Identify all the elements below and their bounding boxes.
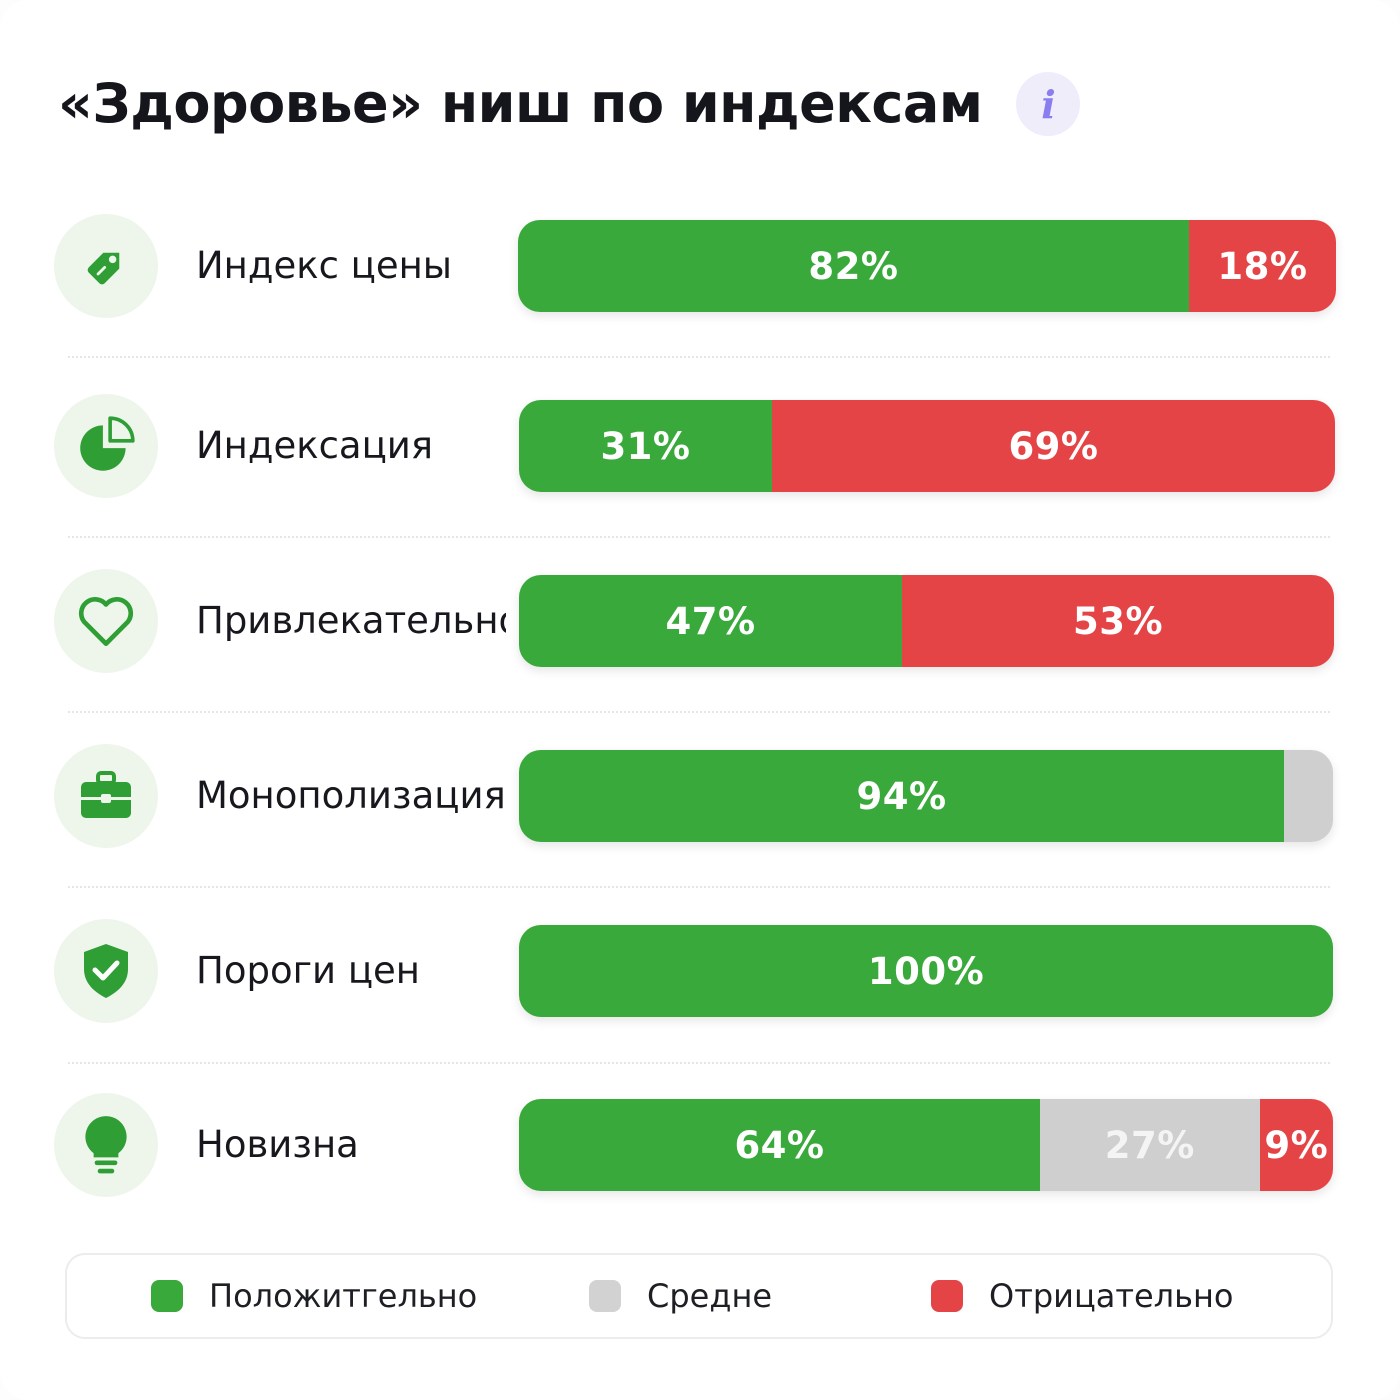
stacked-bar: 47% 53% bbox=[519, 575, 1334, 667]
index-label: Монополизация bbox=[196, 774, 506, 817]
index-row: Индекс цены 82% 18% bbox=[0, 214, 1400, 318]
price-tag-icon bbox=[54, 214, 158, 318]
index-row: Привлекательно... 47%53% bbox=[0, 569, 1400, 673]
index-label: Индекс цены bbox=[196, 244, 453, 287]
row-divider bbox=[68, 886, 1330, 888]
legend-label-negative: Отрицательно bbox=[989, 1277, 1234, 1315]
index-row: Индексация 31% 69% bbox=[0, 394, 1400, 498]
bar-segment-positive: 47% bbox=[519, 575, 903, 667]
bar-segment-negative: 18% bbox=[1188, 220, 1336, 312]
lightbulb-icon bbox=[54, 1093, 158, 1197]
bar-segment-positive: 100% bbox=[519, 925, 1333, 1017]
bar-segment-neutral bbox=[1284, 750, 1333, 842]
legend-label-positive: Положитгельно bbox=[209, 1277, 478, 1315]
page-title: «Здоровье» ниш по индексам bbox=[58, 72, 983, 135]
header: «Здоровье» ниш по индексам i bbox=[58, 66, 1081, 142]
legend-item-negative: Отрицательно bbox=[931, 1255, 1233, 1337]
bar-segment-positive: 82% bbox=[518, 220, 1189, 312]
info-icon[interactable]: i bbox=[1016, 72, 1081, 136]
bar-segment-negative: 53% bbox=[902, 575, 1334, 667]
legend: Положитгельно Средне Отрицательно bbox=[65, 1253, 1333, 1339]
bar-segment-positive: 94% bbox=[519, 750, 1285, 842]
row-divider bbox=[68, 711, 1330, 713]
legend-swatch-neutral bbox=[589, 1280, 621, 1312]
row-divider bbox=[68, 536, 1330, 538]
stacked-bar: 31% 69% bbox=[519, 400, 1335, 492]
bar-segment-neutral: 27% bbox=[1039, 1099, 1260, 1191]
stacked-bar: 82% 18% bbox=[518, 220, 1336, 312]
heart-icon bbox=[54, 569, 158, 673]
index-row: Монополизация 94% bbox=[0, 744, 1400, 848]
pie-chart-icon bbox=[54, 394, 158, 498]
index-label: Индексация bbox=[196, 424, 434, 467]
legend-item-neutral: Средне bbox=[589, 1255, 772, 1337]
bar-segment-negative: 69% bbox=[771, 400, 1335, 492]
index-row: Пороги цен 100% bbox=[0, 919, 1400, 1023]
legend-item-positive: Положитгельно bbox=[151, 1255, 477, 1337]
bar-segment-positive: 64% bbox=[519, 1099, 1040, 1191]
index-label: Пороги цен bbox=[196, 949, 420, 992]
index-label: Привлекательно... bbox=[196, 599, 506, 642]
shield-check-icon bbox=[54, 919, 158, 1023]
stacked-bar: 64% 27% 9% bbox=[519, 1099, 1333, 1191]
stacked-bar: 94% bbox=[519, 750, 1333, 842]
bar-segment-positive: 31% bbox=[519, 400, 772, 492]
legend-swatch-negative bbox=[931, 1280, 963, 1312]
row-divider bbox=[68, 356, 1330, 358]
legend-label-neutral: Средне bbox=[647, 1277, 773, 1315]
index-row: Новизна 64% 27% 9% bbox=[0, 1093, 1400, 1197]
bar-segment-negative: 9% bbox=[1259, 1099, 1333, 1191]
stacked-bar: 100% bbox=[519, 925, 1333, 1017]
legend-swatch-positive bbox=[151, 1280, 183, 1312]
briefcase-icon bbox=[54, 744, 158, 848]
row-divider bbox=[68, 1062, 1330, 1064]
index-label: Новизна bbox=[196, 1123, 359, 1166]
